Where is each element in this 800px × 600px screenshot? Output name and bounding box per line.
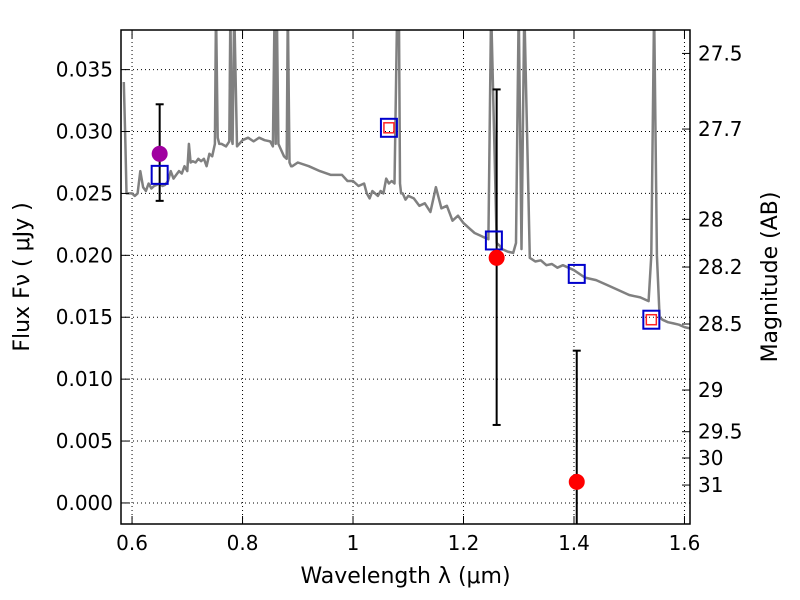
- y-tick-label: 0.015: [56, 305, 113, 329]
- x-tick-label: 1.4: [558, 531, 590, 555]
- inner-model-square: [645, 313, 658, 326]
- y-tick-label: 0.025: [56, 181, 113, 205]
- x-axis-label: Wavelength λ (μm): [300, 564, 510, 589]
- model-square: [642, 309, 661, 330]
- plot-area: [122, 30, 690, 330]
- observed-point: [151, 145, 168, 162]
- observed-point: [568, 473, 585, 490]
- y-tick-label: 0.010: [56, 367, 113, 391]
- data-markers: [150, 88, 661, 524]
- x-tick-label: 1.6: [669, 531, 701, 555]
- y-tick-label: 0.005: [56, 429, 113, 453]
- plot-frame: [120, 29, 691, 525]
- right-tick-label: 28.5: [698, 312, 743, 336]
- model-square: [567, 263, 586, 284]
- right-tick-label: 28: [698, 207, 723, 231]
- y-tick-label: 0.030: [56, 120, 113, 144]
- right-tick-label: 28.2: [698, 255, 743, 279]
- model-square: [150, 164, 169, 185]
- model-square: [484, 230, 503, 251]
- x-tick-label: 0.6: [116, 531, 148, 555]
- right-tick-label: 27.7: [698, 117, 743, 141]
- spectrum-line: [122, 30, 690, 330]
- right-tick-label: 27.5: [698, 41, 743, 65]
- right-tick-label: 31: [698, 473, 723, 497]
- x-tick-label: 1.2: [448, 531, 480, 555]
- grid-lines: [121, 30, 690, 524]
- y-axis-right-label: Magnitude (AB): [758, 192, 783, 363]
- x-tick-label: 1: [347, 531, 360, 555]
- inner-model-square: [383, 122, 395, 134]
- axis-ticks: 0.6 0.8 1 1.2 1.4 1.6 0.000 0.005 0.010 0.015 0.02…: [56, 30, 743, 555]
- y-tick-label: 0.035: [56, 58, 113, 82]
- right-tick-label: 30: [698, 446, 723, 470]
- observed-point: [488, 249, 505, 266]
- y-tick-label: 0.020: [56, 243, 113, 267]
- model-square: [379, 117, 398, 138]
- right-tick-label: 29.5: [698, 420, 743, 444]
- right-tick-label: 29: [698, 378, 723, 402]
- y-axis-label: Flux Fν ( μJy ): [10, 202, 35, 351]
- x-tick-label: 0.8: [227, 531, 259, 555]
- y-tick-label: 0.000: [56, 491, 113, 515]
